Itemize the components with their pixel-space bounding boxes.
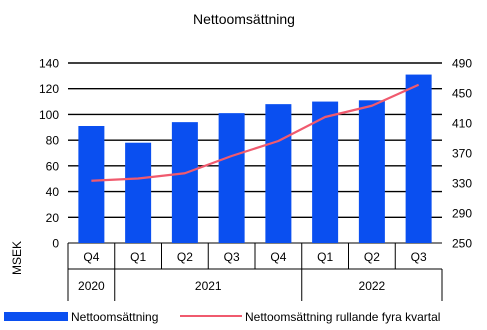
legend: Nettoomsättning Nettoomsättning rullande … — [4, 310, 440, 324]
quarter-label: Q2 — [177, 250, 193, 264]
quarter-label: Q3 — [411, 250, 427, 264]
left-tick-label: 60 — [46, 159, 60, 173]
left-tick-label: 40 — [46, 185, 60, 199]
bar — [265, 104, 291, 243]
category-axis: Q4 Q1 Q2 Q3 Q4 Q1 Q2 Q3 2020 2021 2022 — [68, 243, 442, 301]
left-tick-label: 20 — [46, 211, 60, 225]
bar — [125, 143, 151, 243]
quarter-label: Q3 — [224, 250, 240, 264]
quarter-label: Q1 — [130, 250, 146, 264]
bar — [78, 126, 104, 243]
left-tick-label: 100 — [39, 108, 59, 122]
year-label: 2020 — [78, 279, 105, 293]
right-tick-label: 450 — [452, 87, 472, 101]
right-tick-label: 370 — [452, 147, 472, 161]
bar — [406, 75, 432, 243]
quarter-label: Q2 — [364, 250, 380, 264]
quarter-label: Q1 — [317, 250, 333, 264]
bar — [359, 100, 385, 243]
legend-bar-swatch — [4, 312, 68, 321]
legend-bar-label: Nettoomsättning — [71, 310, 158, 324]
bar — [172, 122, 198, 243]
left-tick-label: 80 — [46, 134, 60, 148]
right-tick-label: 330 — [452, 177, 472, 191]
left-tick-label: 0 — [52, 237, 59, 251]
legend-line-label: Nettoomsättning rullande fyra kvartal — [245, 310, 440, 324]
left-tick-label: 120 — [39, 82, 59, 96]
quarter-label: Q4 — [83, 250, 99, 264]
left-tick-label: 140 — [39, 57, 59, 71]
quarter-label: Q4 — [270, 250, 286, 264]
bar — [219, 113, 245, 243]
right-tick-label: 490 — [452, 57, 472, 71]
grid — [68, 63, 442, 243]
year-label: 2022 — [359, 279, 386, 293]
y-axis-label: MSEK — [10, 241, 24, 275]
left-axis: 0 20 40 60 80 100 120 140 — [39, 57, 59, 251]
year-label: 2021 — [195, 279, 222, 293]
right-axis: 250 290 330 370 410 450 490 — [452, 57, 472, 251]
right-tick-label: 290 — [452, 207, 472, 221]
chart-title: Nettoomsättning — [193, 11, 295, 27]
right-tick-label: 410 — [452, 117, 472, 131]
right-tick-label: 250 — [452, 237, 472, 251]
